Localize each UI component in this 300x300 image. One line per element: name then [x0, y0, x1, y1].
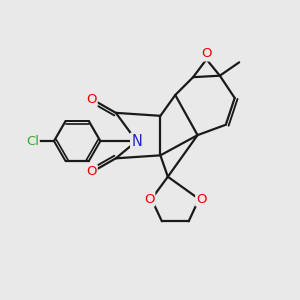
- Text: O: O: [86, 165, 97, 178]
- Text: O: O: [86, 93, 97, 106]
- Text: N: N: [131, 134, 142, 148]
- Text: Cl: Cl: [26, 135, 39, 148]
- Text: O: O: [196, 193, 207, 206]
- Text: O: O: [144, 193, 154, 206]
- Text: O: O: [201, 47, 212, 61]
